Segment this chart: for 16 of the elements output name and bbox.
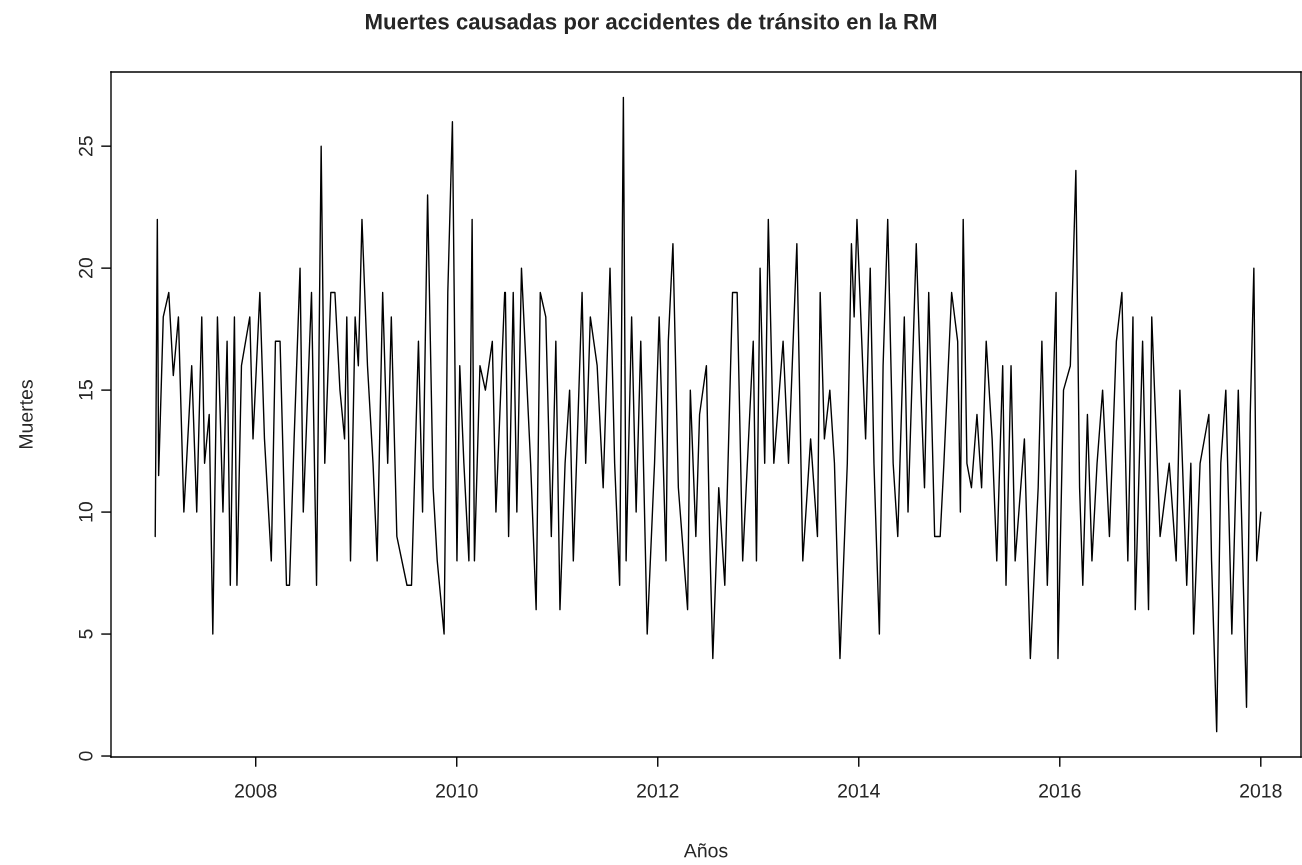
- y-axis-title: Muertes: [19, 380, 33, 449]
- x-tick-label: 2018: [1240, 783, 1282, 798]
- x-tick-label: 2010: [436, 783, 478, 798]
- y-tick-label: 15: [79, 380, 93, 400]
- line-series: [154, 96, 1262, 733]
- y-tick-label: 25: [78, 136, 93, 156]
- chart-title: Muertes causadas por accidentes de tránsito en la RM: [366, 12, 937, 34]
- x-tick-label: 2016: [1039, 783, 1081, 798]
- y-tick-label: 5: [79, 629, 93, 639]
- x-tick-label: 2012: [637, 783, 679, 798]
- x-tick-label: 2014: [838, 783, 880, 798]
- y-tick-label: 20: [78, 258, 93, 278]
- y-tick-label: 0: [78, 751, 93, 761]
- y-tick-label: 10: [78, 502, 93, 522]
- x-axis-title: Años: [683, 843, 728, 858]
- x-tick-label: 2008: [235, 783, 277, 798]
